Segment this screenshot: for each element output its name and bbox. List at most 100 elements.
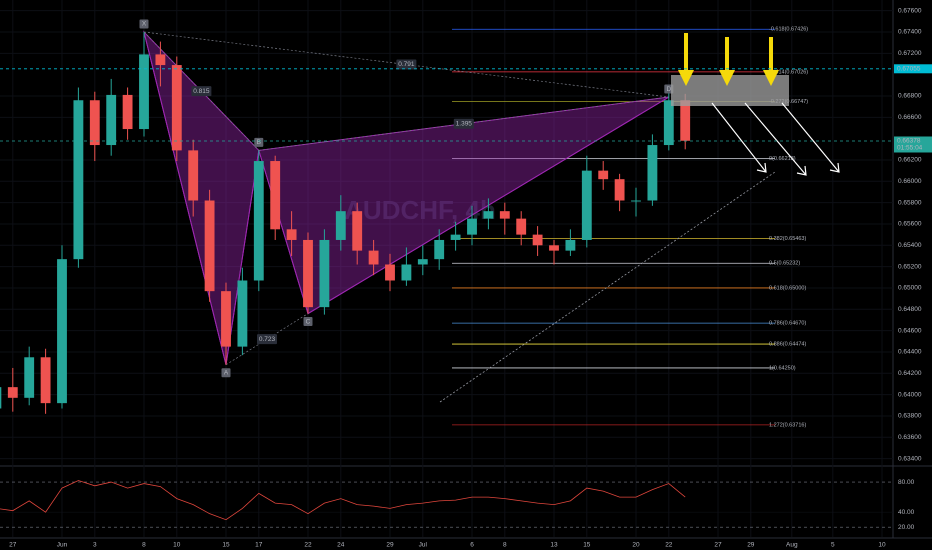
y-tick-label: 0.63400 bbox=[898, 455, 922, 462]
y-tick-label: 0.64200 bbox=[898, 370, 922, 377]
ratio-box bbox=[396, 59, 417, 70]
y-tick-label: 0.67600 bbox=[898, 7, 922, 14]
candle-body bbox=[335, 211, 346, 240]
point-label: C bbox=[306, 318, 311, 325]
candle-body bbox=[319, 239, 330, 308]
drawings bbox=[439, 33, 840, 403]
yellow-arrows bbox=[678, 33, 779, 86]
y-tick-label: 0.66600 bbox=[898, 114, 922, 121]
projection-arrow bbox=[711, 102, 767, 173]
candle-body bbox=[385, 264, 395, 281]
x-tick-label: 13 bbox=[550, 542, 558, 549]
candle-body bbox=[57, 259, 67, 404]
candle-body bbox=[434, 239, 445, 260]
candle-body bbox=[663, 100, 674, 146]
fib-label: 0(0.66213) bbox=[769, 156, 796, 162]
candle-body bbox=[122, 94, 133, 130]
price-tag-label: 0.67055 bbox=[897, 66, 921, 73]
ratio-box bbox=[191, 86, 212, 97]
x-tick-label: 24 bbox=[337, 542, 345, 549]
ratio-label: 0.791 bbox=[398, 61, 415, 68]
countdown-label: 01:55:04 bbox=[897, 145, 923, 152]
candle-body bbox=[631, 200, 641, 202]
candle-body bbox=[680, 100, 691, 141]
candle-body bbox=[368, 250, 379, 265]
candle-body bbox=[417, 259, 428, 265]
y-tick-label: 0.64800 bbox=[898, 306, 922, 313]
y-tick-label: 0.66200 bbox=[898, 157, 922, 164]
y-tick-label: 0.65400 bbox=[898, 242, 922, 249]
candle-body bbox=[549, 245, 559, 251]
point-box bbox=[221, 368, 231, 378]
candle-body bbox=[204, 200, 215, 292]
x-tick-label: 17 bbox=[255, 542, 263, 549]
candle-body bbox=[0, 387, 2, 409]
rsi-line bbox=[0, 480, 686, 521]
candle-body bbox=[221, 291, 231, 347]
candle-body bbox=[73, 100, 84, 260]
candle-body bbox=[24, 357, 35, 398]
rsi-tick-label: 80.00 bbox=[898, 479, 915, 486]
y-tick-label: 0.65800 bbox=[898, 199, 922, 206]
ratio-line bbox=[143, 31, 260, 151]
price-tag bbox=[894, 136, 932, 153]
fib-label: -0.618(0.67426) bbox=[769, 27, 808, 33]
x-tick-label: 10 bbox=[878, 542, 886, 549]
x-tick-label: 29 bbox=[386, 542, 394, 549]
y-tick-label: 0.65600 bbox=[898, 221, 922, 228]
candle-body bbox=[499, 211, 510, 219]
y-tick-label: 0.66800 bbox=[898, 93, 922, 100]
ratio-box bbox=[453, 118, 474, 129]
y-tick-label: 0.65000 bbox=[898, 285, 922, 292]
rsi-tick-label: 20.00 bbox=[898, 524, 915, 531]
candle-body bbox=[303, 239, 313, 308]
x-tick-label: 10 bbox=[173, 542, 181, 549]
x-tick-label: 8 bbox=[142, 542, 146, 549]
x-tick-label: Jun bbox=[57, 542, 68, 549]
point-box bbox=[303, 317, 313, 327]
candle-body bbox=[286, 229, 297, 240]
point-label: D bbox=[666, 86, 671, 93]
y-tick-label: 0.63800 bbox=[898, 413, 922, 420]
candle-body bbox=[106, 94, 117, 146]
candle-body bbox=[581, 170, 592, 240]
down-arrow bbox=[763, 37, 779, 86]
x-tick-label: 8 bbox=[503, 542, 507, 549]
fib-label: -0.414(0.67026) bbox=[769, 69, 808, 75]
fib-label: 0.382(0.65463) bbox=[769, 236, 806, 242]
candle-body bbox=[139, 54, 149, 130]
ratio-label: 1.395 bbox=[456, 120, 473, 127]
x-tick-label: 6 bbox=[470, 542, 474, 549]
y-tick-label: 0.65200 bbox=[898, 263, 922, 270]
candle-body bbox=[7, 387, 18, 398]
axis-labels: 0.67600 0.67400 0.67200 0.66800 0.66600 0.662… bbox=[0, 7, 932, 549]
candle-body bbox=[352, 211, 363, 251]
x-tick-label: 22 bbox=[665, 542, 673, 549]
x-tick-label: 5 bbox=[831, 542, 835, 549]
ratio-line bbox=[258, 96, 669, 151]
y-tick-label: 0.64600 bbox=[898, 327, 922, 334]
candle-body bbox=[614, 179, 625, 201]
candle-body bbox=[171, 65, 182, 151]
x-tick-label: 22 bbox=[304, 542, 312, 549]
x-tick-label: 20 bbox=[632, 542, 640, 549]
point-label: X bbox=[142, 21, 147, 28]
candle-body bbox=[89, 100, 100, 146]
y-tick-label: 0.63600 bbox=[898, 434, 922, 441]
x-tick-label: 3 bbox=[93, 542, 97, 549]
x-tick-label: Aug bbox=[786, 542, 798, 549]
projection-arrow bbox=[781, 102, 840, 173]
candle-body bbox=[401, 264, 412, 281]
candle-body bbox=[270, 161, 281, 230]
point-box bbox=[254, 137, 264, 147]
candle-body bbox=[483, 211, 494, 219]
y-tick-label: 0.64000 bbox=[898, 391, 922, 398]
projection-arrow bbox=[744, 102, 807, 176]
x-tick-label: 15 bbox=[583, 542, 591, 549]
candle-body bbox=[647, 145, 658, 201]
candle-body bbox=[155, 54, 166, 66]
x-tick-label: 27 bbox=[714, 542, 722, 549]
candle-body bbox=[565, 239, 576, 251]
